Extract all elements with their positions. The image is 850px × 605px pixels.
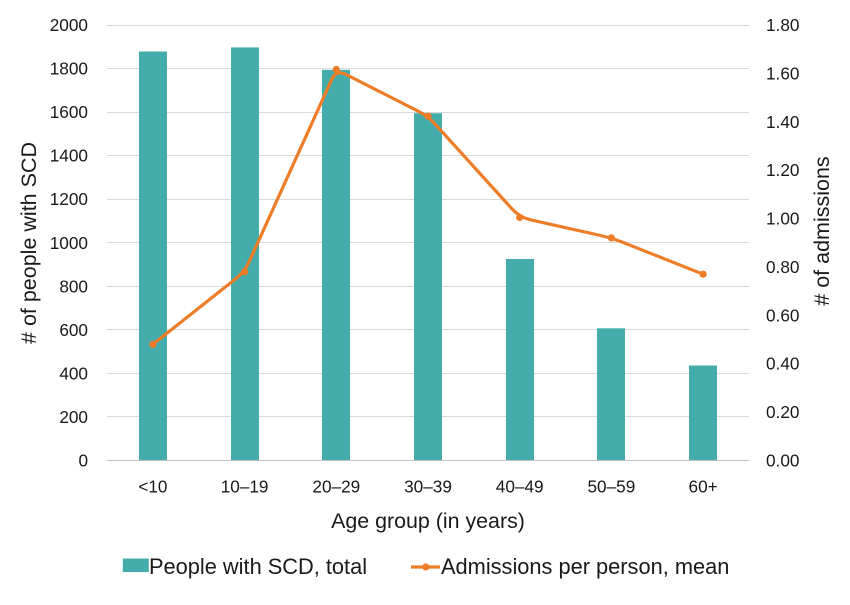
svg-text:0.00: 0.00: [766, 451, 799, 471]
svg-text:0.60: 0.60: [766, 305, 799, 325]
svg-text:600: 600: [59, 320, 88, 340]
svg-text:30–39: 30–39: [404, 477, 452, 497]
svg-text:10–19: 10–19: [221, 477, 269, 497]
svg-text:# of people with SCD: # of people with SCD: [17, 142, 41, 344]
svg-text:50–59: 50–59: [588, 477, 636, 497]
svg-text:1800: 1800: [50, 59, 88, 79]
svg-text:1200: 1200: [50, 189, 88, 209]
svg-text:0: 0: [78, 451, 88, 471]
svg-text:1400: 1400: [50, 146, 88, 166]
svg-text:0.80: 0.80: [766, 257, 799, 277]
svg-text:Age group (in years): Age group (in years): [331, 509, 525, 533]
svg-text:400: 400: [59, 363, 88, 383]
svg-text:1.80: 1.80: [766, 15, 799, 35]
svg-text:0.20: 0.20: [766, 402, 799, 422]
svg-text:1600: 1600: [50, 102, 88, 122]
svg-text:800: 800: [59, 276, 88, 296]
svg-text:0.40: 0.40: [766, 354, 799, 374]
svg-text:1.40: 1.40: [766, 112, 799, 132]
svg-text:<10: <10: [138, 477, 167, 497]
svg-text:1.00: 1.00: [766, 209, 799, 229]
svg-text:20–29: 20–29: [312, 477, 360, 497]
svg-text:2000: 2000: [50, 15, 88, 35]
svg-text:40–49: 40–49: [496, 477, 544, 497]
svg-text:# of admissions: # of admissions: [810, 156, 834, 305]
svg-text:200: 200: [59, 407, 88, 427]
svg-text:People with SCD, total: People with SCD, total: [149, 554, 367, 579]
svg-text:1.20: 1.20: [766, 160, 799, 180]
svg-text:1.60: 1.60: [766, 63, 799, 83]
svg-text:60+: 60+: [689, 477, 718, 497]
svg-text:1000: 1000: [50, 233, 88, 253]
svg-text:Admissions per person, mean: Admissions per person, mean: [441, 554, 729, 579]
